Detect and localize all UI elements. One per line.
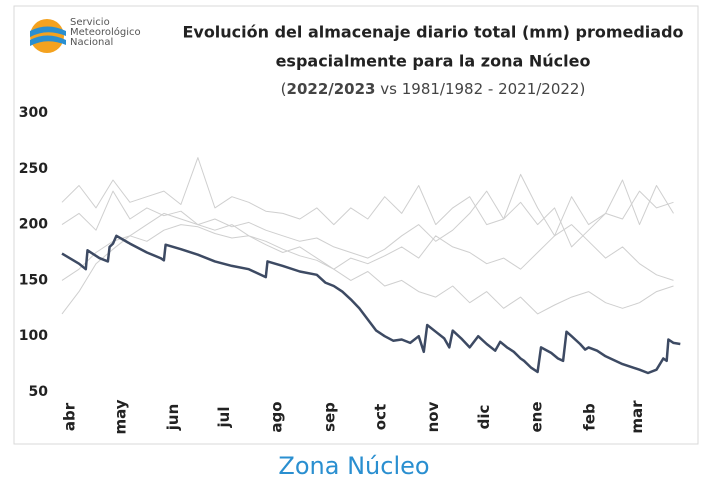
logo-text: Meteorológico	[70, 26, 141, 38]
logo-wave	[30, 35, 66, 46]
x-tick-label: abr	[61, 402, 79, 431]
x-tick-label: sep	[320, 402, 338, 432]
y-tick-label: 100	[19, 328, 48, 344]
y-tick-label: 250	[19, 161, 48, 177]
x-tick-label: nov	[424, 401, 442, 432]
series-line	[61, 224, 674, 315]
series-line	[61, 234, 681, 375]
footer: Zona Núcleo	[278, 452, 429, 480]
x-tick-label: ago	[268, 401, 286, 432]
logo-text: Nacional	[70, 37, 113, 48]
chart-title: Evolución del almacenaje diario total (m…	[182, 23, 683, 42]
series-line	[61, 157, 674, 237]
x-tick-label: mar	[628, 400, 646, 434]
y-tick-label: 200	[19, 217, 48, 233]
subtitle-part: vs 1981/1982 - 2021/2022)	[376, 80, 586, 98]
chart-frame	[13, 5, 699, 445]
x-tick-label: ene	[528, 401, 546, 432]
y-tick-label: 300	[19, 105, 48, 121]
x-tick-label: dic	[475, 405, 493, 430]
logo-wave	[30, 26, 66, 37]
y-tick-label: 50	[29, 384, 49, 400]
subtitle-highlight: 2022/2023	[287, 80, 376, 98]
x-tick-label: jun	[164, 404, 182, 432]
x-tick-label: may	[111, 399, 129, 434]
chart-title: espacialmente para la zona Núcleo	[276, 52, 591, 71]
x-tick-label: oct	[371, 404, 389, 430]
logo-text: Servicio	[70, 17, 110, 28]
chart-subtitle: (2022/2023 vs 1981/1982 - 2021/2022)	[281, 80, 586, 98]
plot: 50 100 150 200 250 300 abr may jun jul ago sep oct no…	[19, 105, 681, 435]
series-line	[61, 190, 674, 259]
x-tick-label: feb	[580, 403, 598, 431]
y-tick-label: 150	[19, 272, 48, 288]
x-tick-label: jul	[215, 407, 233, 429]
series-line	[61, 212, 674, 281]
logo: Servicio Meteorológico Nacional	[30, 17, 141, 53]
subtitle-part: (	[281, 80, 287, 98]
